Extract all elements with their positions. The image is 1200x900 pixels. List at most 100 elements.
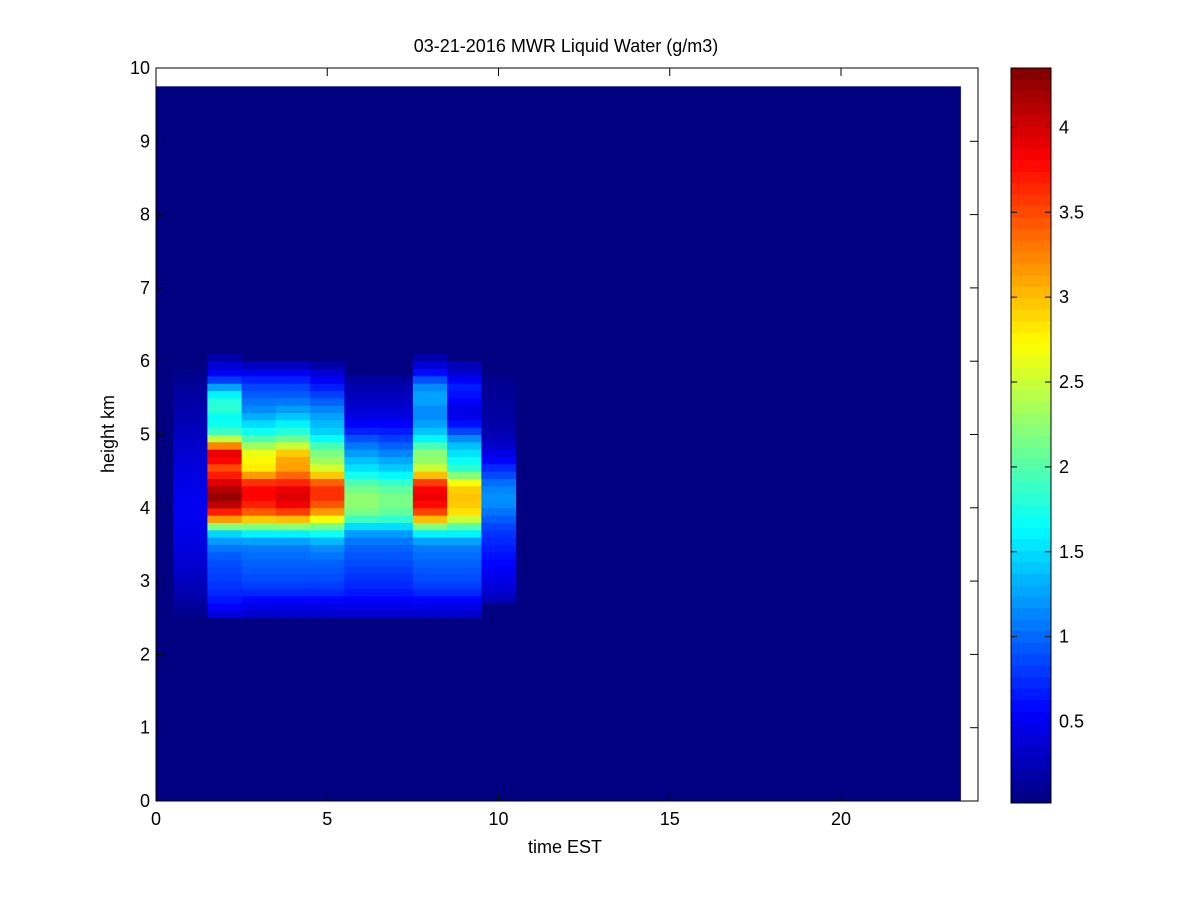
colorbar-tick-label: 0.5: [1059, 712, 1084, 732]
heatmap-cell: [447, 456, 482, 465]
heatmap-cell: [344, 485, 380, 494]
heatmap-cell: [447, 405, 482, 414]
heatmap-cell: [207, 405, 243, 414]
heatmap-cell: [378, 581, 414, 589]
colorbar-segment: [1011, 699, 1051, 712]
heatmap-cell: [275, 595, 311, 604]
heatmap-cell: [207, 361, 243, 370]
heatmap-cell: [344, 610, 380, 619]
heatmap-cell: [378, 412, 414, 421]
heatmap-cell: [481, 412, 517, 421]
heatmap-cell: [344, 573, 380, 582]
heatmap-cell: [275, 551, 311, 560]
heatmap-cell: [344, 537, 380, 545]
heatmap-cell: [173, 478, 208, 487]
heatmap-cell: [173, 559, 208, 567]
heatmap-cell: [207, 610, 243, 619]
heatmap-cell: [447, 529, 482, 538]
heatmap-cell: [275, 537, 311, 545]
colorbar-segment: [1011, 745, 1051, 758]
heatmap-cell: [173, 449, 208, 457]
heatmap-cell: [207, 471, 243, 479]
x-tick-label: 0: [151, 809, 161, 829]
colorbar-segment: [1011, 320, 1051, 333]
y-tick-label: 3: [140, 571, 150, 591]
heatmap-cell: [207, 397, 243, 406]
heatmap-cell: [173, 595, 208, 604]
heatmap-cell: [378, 603, 414, 611]
chart-title: 03-21-2016 MWR Liquid Water (g/m3): [414, 36, 718, 56]
heatmap-cell: [173, 500, 208, 509]
heatmap-cell: [207, 581, 243, 589]
heatmap-cell: [412, 581, 448, 589]
heatmap-cell: [275, 566, 311, 575]
heatmap-cell: [207, 522, 243, 531]
heatmap-cell: [412, 463, 448, 472]
heatmap-cell: [275, 500, 311, 509]
heatmap-cell: [310, 405, 345, 414]
colorbar-segment: [1011, 332, 1051, 345]
heatmap-cell: [241, 368, 277, 377]
heatmap-cell: [481, 449, 517, 457]
heatmap-cell: [310, 610, 345, 619]
heatmap-cell: [344, 529, 380, 538]
colorbar-segment: [1011, 573, 1051, 586]
heatmap-cell: [447, 559, 482, 567]
heatmap-cell: [207, 559, 243, 567]
heatmap-cell: [310, 368, 345, 377]
x-tick-label: 15: [660, 809, 680, 829]
colorbar-segment: [1011, 607, 1051, 620]
heatmap-cell: [378, 573, 414, 582]
heatmap-cell: [481, 478, 517, 487]
colorbar-segment: [1011, 125, 1051, 138]
colorbar-segment: [1011, 389, 1051, 402]
heatmap-cell: [310, 603, 345, 611]
heatmap-cell: [447, 427, 482, 435]
heatmap-cell: [344, 544, 380, 553]
heatmap-cell: [378, 595, 414, 604]
heatmap-cell: [241, 375, 277, 384]
heatmap-cell: [275, 375, 311, 384]
heatmap-cell: [310, 471, 345, 479]
heatmap-cell: [412, 603, 448, 611]
heatmap-cell: [378, 427, 414, 435]
colorbar-segment: [1011, 481, 1051, 494]
heatmap-cell: [310, 441, 345, 450]
heatmap-cell: [173, 603, 208, 611]
colorbar-segment: [1011, 90, 1051, 103]
heatmap-cell: [173, 515, 208, 523]
heatmap-cell: [344, 463, 380, 472]
heatmap-cell: [378, 463, 414, 472]
heatmap-cell: [207, 390, 243, 399]
colorbar-segment: [1011, 68, 1051, 80]
heatmap-cell: [447, 588, 482, 597]
colorbar-segment: [1011, 136, 1051, 149]
heatmap-cell: [207, 529, 243, 538]
heatmap-cell: [412, 610, 448, 619]
heatmap-cell: [344, 478, 380, 487]
heatmap-cell: [412, 595, 448, 604]
heatmap-cell: [310, 581, 345, 589]
heatmap-cell: [378, 507, 414, 516]
colorbar-segment: [1011, 458, 1051, 471]
colorbar-segment: [1011, 148, 1051, 161]
heatmap-cell: [173, 471, 208, 479]
heatmap-cell: [310, 566, 345, 575]
heatmap-cell: [447, 471, 482, 479]
heatmap-cell: [310, 383, 345, 392]
heatmap-cell: [275, 427, 311, 435]
heatmap-cell: [310, 463, 345, 472]
heatmap-cell: [378, 485, 414, 494]
heatmap-cell: [241, 412, 277, 421]
heatmap-cell: [344, 603, 380, 611]
heatmap-cell: [207, 603, 243, 611]
colorbar-segment: [1011, 171, 1051, 184]
heatmap-cell: [207, 515, 243, 523]
x-axis-label: time EST: [528, 837, 602, 857]
heatmap-cell: [241, 551, 277, 560]
heatmap-cell: [241, 390, 277, 399]
heatmap-cell: [310, 529, 345, 538]
heatmap-cell: [173, 368, 208, 377]
heatmap-cell: [241, 515, 277, 523]
heatmap-cell: [310, 559, 345, 567]
